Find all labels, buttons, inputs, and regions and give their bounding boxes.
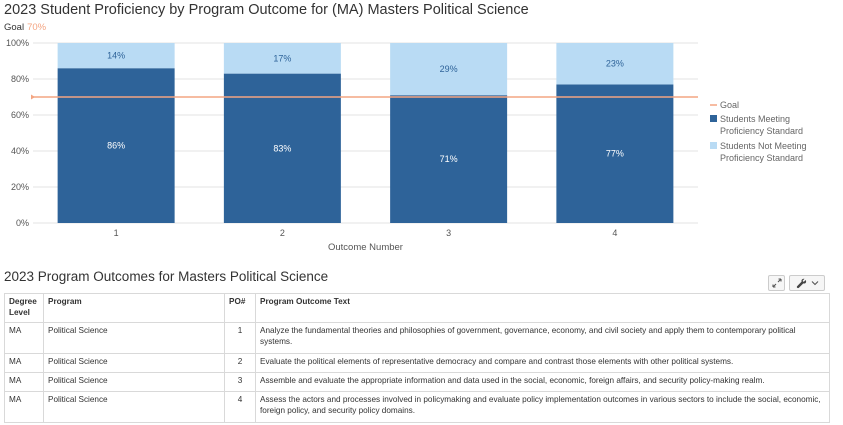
cell-degree-level: MA	[4, 322, 44, 354]
cell-po-number: 2	[224, 353, 256, 373]
data-label-meeting: 71%	[440, 154, 458, 164]
chart-title: 2023 Student Proficiency by Program Outc…	[4, 2, 529, 18]
cell-po-number: 1	[224, 322, 256, 354]
legend-swatch-meeting	[710, 115, 717, 122]
x-tick-label: 1	[114, 228, 119, 238]
legend-label-not-meeting: Students Not Meeting	[720, 141, 807, 151]
cell-outcome-text: Assess the actors and processes involved…	[255, 391, 830, 423]
goal-marker	[31, 94, 35, 100]
cell-program: Political Science	[43, 322, 225, 354]
x-axis-title: Outcome Number	[328, 242, 403, 253]
table-row: MA Political Science 1 Analyze the funda…	[4, 322, 830, 354]
legend-label-goal: Goal	[720, 100, 739, 110]
table-row: MA Political Science 3 Assemble and eval…	[4, 372, 830, 392]
bar-not-meeting-proficiency	[223, 43, 341, 74]
data-label-not-meeting: 14%	[107, 51, 125, 61]
bar-meeting-proficiency	[556, 84, 674, 224]
cell-outcome-text: Assemble and evaluate the appropriate in…	[255, 372, 830, 392]
chevron-down-icon	[811, 281, 818, 286]
data-label-not-meeting: 23%	[606, 59, 624, 69]
column-header-program[interactable]: Program	[43, 293, 225, 323]
table-row: MA Political Science 2 Evaluate the poli…	[4, 353, 830, 373]
column-header-degree-level[interactable]: Degree Level	[4, 293, 44, 323]
bar-not-meeting-proficiency	[556, 43, 674, 85]
cell-outcome-text: Analyze the fundamental theories and phi…	[255, 322, 830, 354]
data-label-meeting: 86%	[107, 141, 125, 151]
cell-degree-level: MA	[4, 372, 44, 392]
y-tick-label: 60%	[11, 110, 29, 120]
table-section-title: 2023 Program Outcomes for Masters Politi…	[4, 269, 329, 284]
stacked-bar-chart: 0% 20% 40% 60% 80% 100% 86% 14% 1 83% 17% 2 71% 29% 3 7…	[6, 38, 807, 253]
table-row: MA Political Science 4 Assess the actors…	[4, 391, 830, 423]
settings-menu-button[interactable]	[789, 275, 825, 291]
data-label-not-meeting: 29%	[440, 64, 458, 74]
legend-label-not-meeting-line2: Proficiency Standard	[720, 153, 803, 163]
expand-icon	[771, 278, 782, 288]
cell-program: Political Science	[43, 391, 225, 423]
cell-outcome-text: Evaluate the political elements of repre…	[255, 353, 830, 373]
legend-swatch-not-meeting	[710, 142, 717, 149]
bar-meeting-proficiency	[223, 73, 341, 223]
x-tick-label: 2	[280, 228, 285, 238]
y-tick-label: 0%	[16, 218, 29, 228]
table-header-row: Degree Level Program PO# Program Outcome…	[4, 293, 830, 323]
expand-button[interactable]	[768, 275, 785, 291]
data-label-meeting: 83%	[273, 143, 291, 153]
y-tick-label: 80%	[11, 74, 29, 84]
column-header-po-number[interactable]: PO#	[224, 293, 256, 323]
cell-po-number: 4	[224, 391, 256, 423]
legend-label-meeting: Students Meeting	[720, 114, 790, 124]
cell-po-number: 3	[224, 372, 256, 392]
program-outcomes-table: Degree Level Program PO# Program Outcome…	[4, 293, 830, 423]
bar-not-meeting-proficiency	[57, 43, 175, 69]
wrench-icon	[796, 278, 806, 288]
x-tick-label: 3	[446, 228, 451, 238]
column-header-outcome-text[interactable]: Program Outcome Text	[255, 293, 830, 323]
cell-degree-level: MA	[4, 353, 44, 373]
data-label-not-meeting: 17%	[273, 53, 291, 63]
cell-program: Political Science	[43, 372, 225, 392]
y-tick-label: 100%	[6, 38, 29, 48]
y-tick-label: 20%	[11, 182, 29, 192]
cell-program: Political Science	[43, 353, 225, 373]
legend-label-meeting-line2: Proficiency Standard	[720, 126, 803, 136]
bar-not-meeting-proficiency	[390, 43, 508, 96]
goal-annotation-value: 70%	[27, 22, 47, 33]
bar-meeting-proficiency	[390, 95, 508, 223]
data-label-meeting: 77%	[606, 149, 624, 159]
program-outcomes-table-container: Degree Level Program PO# Program Outcome…	[4, 293, 830, 423]
goal-annotation-label: Goal	[4, 22, 25, 33]
y-tick-label: 40%	[11, 146, 29, 156]
bar-meeting-proficiency	[57, 68, 175, 223]
x-tick-label: 4	[612, 228, 617, 238]
cell-degree-level: MA	[4, 391, 44, 423]
goal-annotation: Goal 70%	[4, 22, 46, 33]
